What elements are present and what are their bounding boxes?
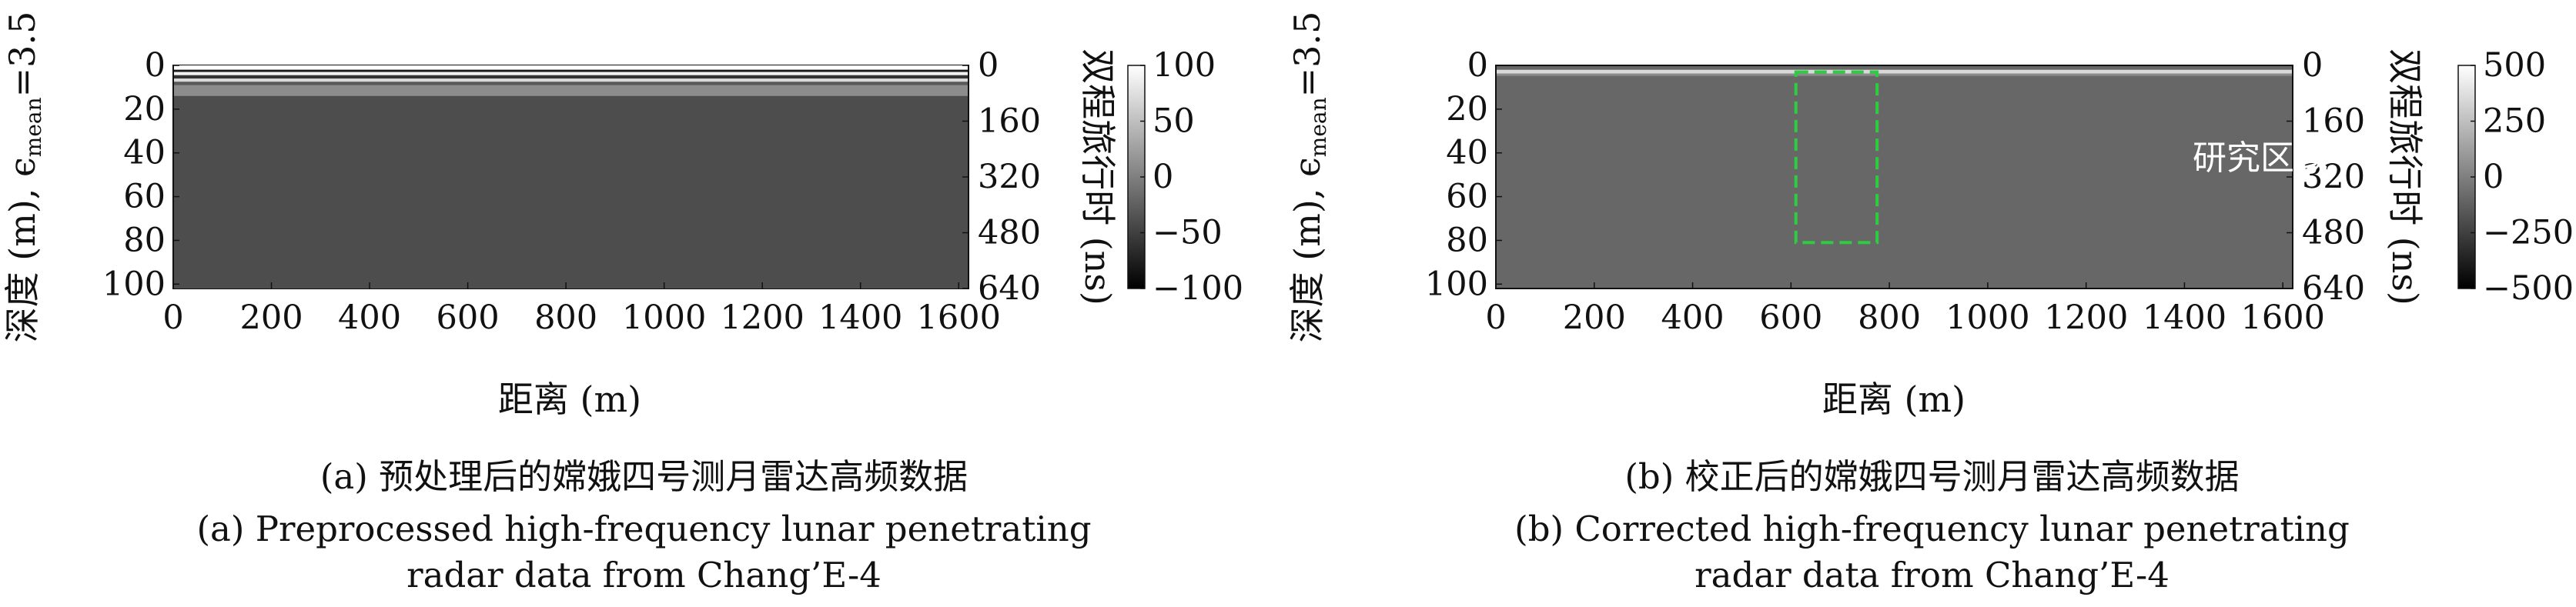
y-ticks-left: 0 20 40 60 80 100 bbox=[102, 46, 179, 303]
y-tick-label-left: 20 bbox=[123, 90, 166, 128]
caption-en-line1: (b) Corrected high-frequency lunar penet… bbox=[1514, 509, 2350, 549]
caption-en-line2: radar data from Chang’E-4 bbox=[1694, 555, 2170, 595]
x-tick-label: 200 bbox=[1563, 298, 1626, 337]
panel-a: 0 200 400 600 800 1000 1200 1400 1600 0 20 40 60 80 1… bbox=[2, 12, 1243, 595]
x-tick-label: 1600 bbox=[2241, 298, 2325, 337]
reflection-band bbox=[174, 69, 968, 72]
x-ticks: 0 200 400 600 800 1000 1200 1400 1600 bbox=[1485, 282, 2325, 337]
reflection-band bbox=[174, 82, 968, 85]
y-tick-label-left: 20 bbox=[1446, 90, 1488, 128]
chart-a-svg: 0 200 400 600 800 1000 1200 1400 1600 0204060801… bbox=[2, 12, 1243, 420]
x-axis-label: 距离 (m) bbox=[1822, 379, 1965, 420]
x-tick-label: 1000 bbox=[622, 298, 706, 337]
surface-reflection-lower bbox=[1497, 73, 2292, 76]
plot-area bbox=[1495, 65, 2293, 289]
chart-b-svg: 0 200 400 600 800 1000 1200 1400 1600 0204060801… bbox=[1288, 12, 2574, 420]
x-tick-label: 400 bbox=[338, 298, 401, 337]
y-axis-label-left: 深度 (m), ϵmean=3.5 bbox=[1288, 12, 1331, 343]
y-ticks-right: 0 160 320 480 640 bbox=[2287, 46, 2365, 308]
y-tick-label-left: 40 bbox=[1446, 134, 1488, 172]
y-tick-label-right: 0 bbox=[2302, 46, 2323, 85]
y-tick-label-left: 60 bbox=[1446, 178, 1488, 216]
x-tick-label: 200 bbox=[239, 298, 303, 337]
y-tick-label-left: 0 bbox=[145, 46, 166, 85]
study-region bbox=[1794, 70, 1879, 245]
y-tick-label-left: 80 bbox=[123, 221, 166, 259]
y-tick-label-right: 160 bbox=[978, 102, 1041, 141]
caption-en-line1: (a) Preprocessed high-frequency lunar pe… bbox=[196, 509, 1092, 549]
x-tick-label: 1400 bbox=[818, 298, 902, 337]
y-tick-label-right: 640 bbox=[978, 269, 1041, 308]
reflection-band bbox=[174, 78, 968, 82]
x-axis-label: 距离 (m) bbox=[498, 379, 641, 420]
y-ticks-left: 0 20 40 60 80 100 bbox=[1425, 46, 1502, 303]
colorbar-ticks: 500 250 0 −250 −500 bbox=[2471, 46, 2574, 308]
colorbar-tick-label: 250 bbox=[2483, 102, 2546, 141]
x-tick-label: 800 bbox=[1858, 298, 1921, 337]
x-tick-label: 1200 bbox=[720, 298, 804, 337]
radar-bands bbox=[1497, 69, 2292, 76]
y-tick-label-right: 320 bbox=[2302, 158, 2365, 196]
x-tick-label: 1200 bbox=[2044, 298, 2128, 337]
colorbar-tick-label: 100 bbox=[1153, 46, 1216, 85]
surface-reflection bbox=[1497, 69, 2292, 74]
radar-bands bbox=[174, 65, 968, 288]
colorbar-tick-label: 0 bbox=[2483, 158, 2504, 196]
x-ticks: 0 200 400 600 800 1000 1200 1400 1600 bbox=[162, 282, 1001, 337]
y-tick-label-left: 60 bbox=[123, 178, 166, 216]
reflection-band bbox=[174, 72, 968, 75]
caption-cn: (a) 预处理后的嫦娥四号测月雷达高频数据 bbox=[319, 456, 969, 497]
reflection-band bbox=[174, 95, 968, 288]
caption-cn: (b) 校正后的嫦娥四号测月雷达高频数据 bbox=[1624, 456, 2240, 497]
x-tick-label: 400 bbox=[1661, 298, 1725, 337]
colorbar-ticks: 100 50 0 −50 −100 bbox=[1140, 46, 1243, 308]
y-tick-label-right: 160 bbox=[2302, 102, 2365, 141]
study-region-annotation: 研究区域 bbox=[2193, 138, 2328, 178]
y-tick-label-right: 480 bbox=[2302, 214, 2365, 252]
y-tick-label-left: 100 bbox=[102, 265, 166, 303]
x-tick-label: 0 bbox=[1485, 298, 1506, 337]
x-tick-label: 1600 bbox=[917, 298, 1001, 337]
y-axis-label-right: 双程旅行时 (ns) bbox=[1077, 48, 1119, 305]
x-tick-label: 1400 bbox=[2143, 298, 2226, 337]
y-tick-label-left: 80 bbox=[1446, 221, 1488, 259]
colorbar-tick-label: 50 bbox=[1153, 102, 1195, 141]
y-tick-label-right: 640 bbox=[2302, 269, 2365, 308]
y-tick-label-right: 480 bbox=[978, 214, 1041, 252]
colorbar-tick-label: −500 bbox=[2483, 269, 2574, 308]
colorbar-tick-label: −50 bbox=[1153, 214, 1223, 252]
panel-b: 0 200 400 600 800 1000 1200 1400 1600 0 20 40 60 80 1… bbox=[1288, 0, 2576, 607]
y-tick-label-left: 100 bbox=[1425, 265, 1488, 303]
colorbar-tick-label: −250 bbox=[2483, 214, 2574, 252]
x-tick-label: 0 bbox=[162, 298, 183, 337]
x-tick-label: 600 bbox=[437, 298, 500, 337]
y-tick-label-right: 320 bbox=[978, 158, 1041, 196]
y-axis-label-right: 双程旅行时 (ns) bbox=[2384, 48, 2426, 305]
study-region-box bbox=[1794, 70, 1879, 245]
colorbar-tick-label: −100 bbox=[1153, 269, 1243, 308]
y-axis-label-left: 深度 (m), ϵmean=3.5 bbox=[2, 12, 46, 343]
x-tick-label: 1000 bbox=[1945, 298, 2029, 337]
colorbar-tick-label: 0 bbox=[1153, 158, 1173, 196]
caption-en-line2: radar data from Chang’E-4 bbox=[406, 555, 882, 595]
x-tick-label: 600 bbox=[1759, 298, 1822, 337]
x-tick-label: 800 bbox=[534, 298, 597, 337]
reflection-band bbox=[174, 75, 968, 79]
y-tick-label-left: 40 bbox=[123, 134, 166, 172]
y-ticks-right: 0 160 320 480 640 bbox=[962, 46, 1041, 308]
reflection-band bbox=[174, 65, 968, 70]
y-tick-label-right: 0 bbox=[978, 46, 999, 85]
reflection-band bbox=[174, 85, 968, 96]
colorbar-tick-label: 500 bbox=[2483, 46, 2546, 85]
y-tick-label-left: 0 bbox=[1467, 46, 1488, 85]
